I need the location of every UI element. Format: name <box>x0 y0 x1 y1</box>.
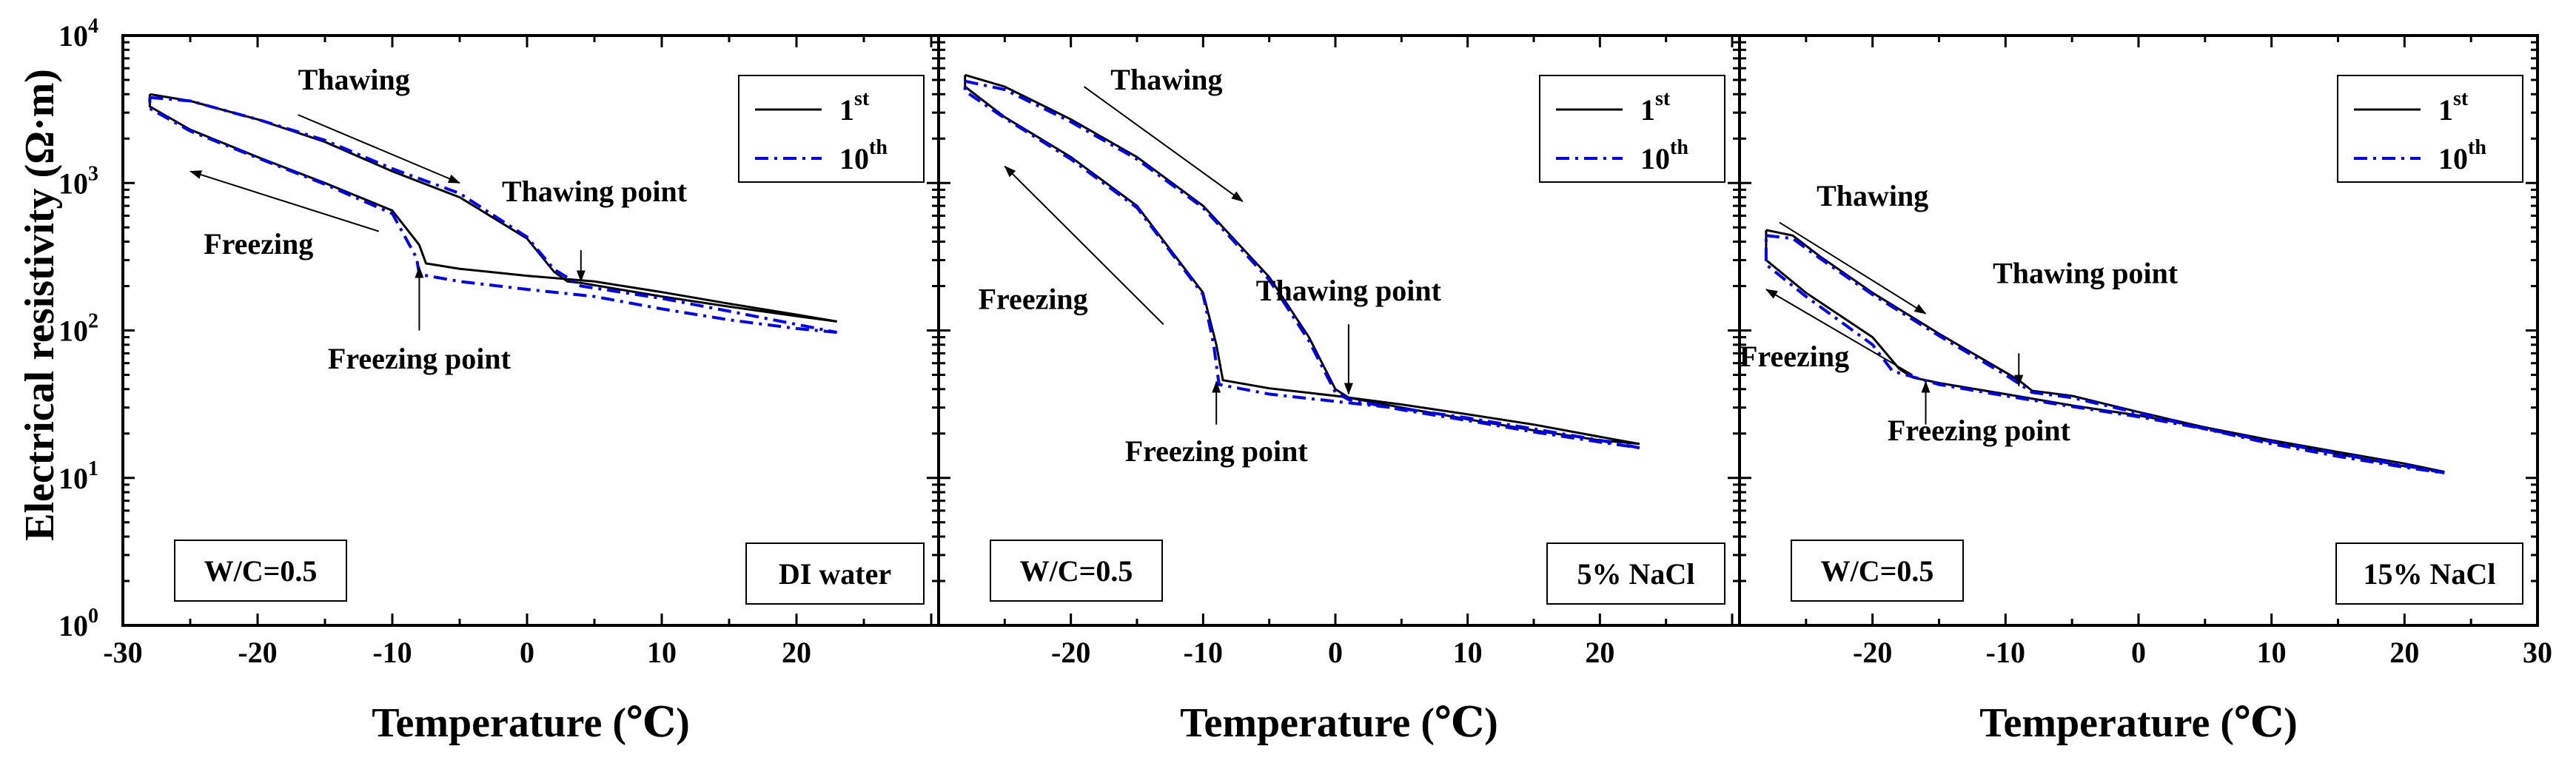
wc-box <box>1791 540 1964 602</box>
panel-1: 100 101 102 103 104 -30 -20 -10 0 10 20 Temperature… <box>58 15 940 746</box>
legend-label: 10th <box>839 136 888 175</box>
x-tick-label: 0 <box>1328 636 1343 669</box>
legend-label: 1st <box>2438 87 2469 127</box>
y-tick-label: 103 <box>58 162 98 200</box>
series-line-10th-seg-2 <box>148 97 837 335</box>
y-tick-label: 102 <box>58 310 98 348</box>
x-tick-label: -20 <box>1853 636 1892 669</box>
legend-label: 10th <box>2438 136 2486 175</box>
thawing-point-label: Thawing point <box>1256 274 1442 307</box>
thawing-label: Thawing <box>1817 179 1928 212</box>
thawing-label: Thawing <box>1110 63 1222 96</box>
condition-box <box>1546 542 1725 605</box>
legend-label: 10th <box>1640 136 1688 175</box>
freezing-label: Freezing <box>979 282 1088 315</box>
wc-box <box>990 540 1163 602</box>
thawing-point-label: Thawing point <box>1993 256 2178 289</box>
y-axis-title: Electrical resistivity (Ω·m) <box>17 69 63 541</box>
thawing-point-label: Thawing point <box>502 175 688 208</box>
x-tick-label: 10 <box>1453 636 1483 669</box>
series-line-1st-seg-2 <box>148 94 837 323</box>
freezing-arrow <box>1004 165 1164 325</box>
condition-label: 5% NaCl <box>1577 557 1695 591</box>
x-tick-label: 10 <box>2257 636 2287 669</box>
freezing-point-label: Freezing point <box>328 342 511 375</box>
panel-2: -20 -10 0 10 20 Temperature (℃) Freezing Thawin… <box>937 34 1741 746</box>
x-tick-label: 20 <box>2389 636 2419 669</box>
condition-box <box>2335 542 2523 605</box>
series-line-1st-seg-1 <box>150 93 837 323</box>
x-tick-label: -20 <box>1051 636 1090 669</box>
thawing-label: Thawing <box>298 63 410 96</box>
legend-box <box>738 75 925 183</box>
legend-box <box>1539 75 1725 183</box>
x-tick-label: 20 <box>1585 636 1614 669</box>
freezing-point-label: Freezing point <box>1125 434 1309 468</box>
series-line-10th-seg-2 <box>1764 235 2445 475</box>
thawing-arrow <box>298 114 460 184</box>
series-line-1st-seg-1 <box>965 73 1640 446</box>
x-tick-label: 0 <box>520 636 534 669</box>
freezing-label: Freezing <box>1740 340 1849 373</box>
y-tick-label: 104 <box>58 15 98 53</box>
thawing-arrow <box>1083 86 1244 202</box>
x-tick-label: -30 <box>103 636 142 669</box>
freezing-label: Freezing <box>204 227 313 261</box>
wc-label: W/C=0.5 <box>1020 554 1133 588</box>
wc-label: W/C=0.5 <box>1821 554 1934 588</box>
wc-box <box>174 540 347 602</box>
condition-box <box>745 542 925 605</box>
freezing-arrow <box>189 170 380 232</box>
x-axis-title: Temperature (℃) <box>1979 700 2297 746</box>
condition-label: 15% NaCl <box>2364 557 2496 591</box>
x-tick-label: 10 <box>647 636 677 669</box>
x-tick-label: -10 <box>1986 636 2025 669</box>
legend-label: 1st <box>839 87 870 127</box>
freezing-arrow <box>1765 289 1913 376</box>
legend-label: 1st <box>1640 87 1671 127</box>
panel-3: -20 -10 0 10 20 30 Temperature (℃) Freezing Thaw… <box>1738 34 2552 746</box>
x-axis-title: Temperature (℃) <box>1180 700 1497 746</box>
thawing-arrow <box>1779 221 1927 315</box>
x-tick-label: 30 <box>2523 636 2552 669</box>
x-tick-label: -10 <box>1184 636 1223 669</box>
freezing-point-label: Freezing point <box>1888 414 2071 447</box>
x-tick-label: 0 <box>2131 636 2146 669</box>
series-line-10th-seg-1 <box>965 79 1640 450</box>
x-axis-title: Temperature (℃) <box>372 700 689 746</box>
y-tick-label: 101 <box>58 457 98 495</box>
x-tick-label: 20 <box>782 636 811 669</box>
series-line-10th-seg-1 <box>150 95 837 335</box>
x-tick-label: -10 <box>372 636 412 669</box>
y-tick-label: 100 <box>58 605 98 642</box>
x-tick-label: -20 <box>238 636 277 669</box>
series-line-1st-seg-2 <box>1765 229 2445 473</box>
series-line-1st-seg-2 <box>964 75 1640 446</box>
wc-label: W/C=0.5 <box>204 554 318 588</box>
condition-label: DI water <box>779 557 891 591</box>
legend-box <box>2337 75 2523 183</box>
